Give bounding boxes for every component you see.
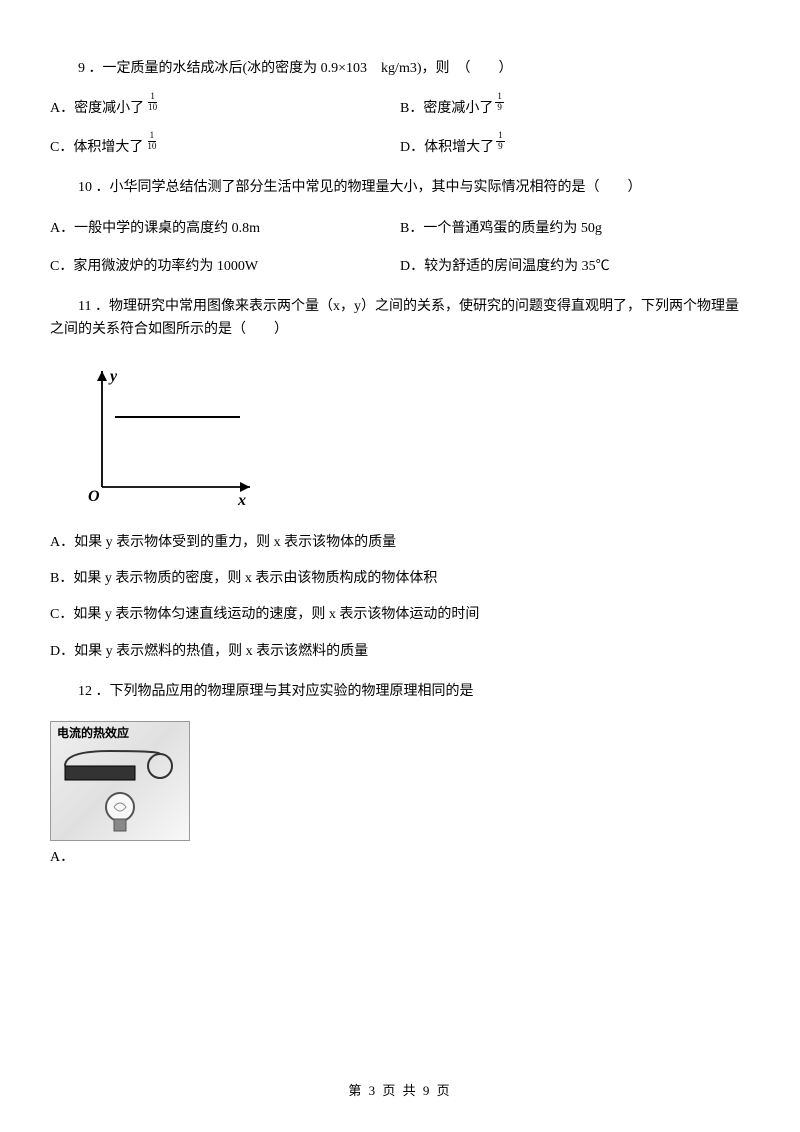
- q12-image-a: 电流的热效应 A．: [50, 721, 750, 869]
- q10-stem: 10 ．小华同学总结估测了部分生活中常见的物理量大小，其中与实际情况相符的是（ …: [50, 177, 750, 199]
- q10-option-d: D．较为舒适的房间温度约为 35℃: [400, 256, 750, 278]
- q11-option-b: B．如果 y 表示物质的密度，则 x 表示由该物质构成的物体体积: [50, 568, 750, 590]
- q11-stem: 11 ．物理研究中常用图像来表示两个量（x，y）之间的关系，使研究的问题变得直观…: [50, 296, 750, 341]
- q9-d-text: D．体积增大了: [400, 137, 494, 159]
- q11-graph: y x O: [70, 359, 750, 517]
- q9-option-c: C．体积增大了 1 10: [50, 137, 400, 159]
- q11-option-c: C．如果 y 表示物体匀速直线运动的速度，则 x 表示该物体运动的时间: [50, 604, 750, 626]
- fraction-den: 9: [495, 103, 504, 113]
- q9-b-text: B．密度减小了: [400, 98, 493, 120]
- graph-svg: y x O: [70, 359, 260, 509]
- fraction-den: 9: [496, 142, 505, 152]
- svg-text:O: O: [88, 488, 100, 505]
- fraction-den: 10: [146, 103, 159, 113]
- bulb-icon: [100, 789, 140, 839]
- q9-a-text: A．密度减小了: [50, 98, 144, 120]
- q10-row-ab: A．一般中学的课桌的高度约 0.8m B．一个普通鸡蛋的质量约为 50g: [50, 218, 750, 240]
- q9-c-fraction: 1 10: [145, 131, 158, 152]
- q9-c-text: C．体积增大了: [50, 137, 143, 159]
- q10-option-c: C．家用微波炉的功率约为 1000W: [50, 256, 400, 278]
- circuit-icon: [60, 746, 180, 786]
- image-caption: 电流的热效应: [51, 724, 129, 743]
- q10-option-a: A．一般中学的课桌的高度约 0.8m: [50, 218, 400, 240]
- experiment-image: 电流的热效应: [50, 721, 190, 841]
- page-footer: 第 3 页 共 9 页: [0, 1081, 800, 1102]
- q9-option-d: D．体积增大了 1 9: [400, 137, 750, 159]
- q9-option-b: B．密度减小了 1 9: [400, 98, 750, 120]
- q9-row-cd: C．体积增大了 1 10 D．体积增大了 1 9: [50, 137, 750, 159]
- svg-text:x: x: [237, 492, 246, 509]
- svg-text:y: y: [108, 368, 118, 385]
- q10-row-cd: C．家用微波炉的功率约为 1000W D．较为舒适的房间温度约为 35℃: [50, 256, 750, 278]
- q9-stem: 9 ．一定质量的水结成冰后(冰的密度为 0.9×103 kg/m3)，则 （ ）: [50, 58, 750, 80]
- q11-option-d: D．如果 y 表示燃料的热值，则 x 表示该燃料的质量: [50, 641, 750, 663]
- q12-a-label: A．: [50, 847, 74, 869]
- q9-a-fraction: 1 10: [146, 92, 159, 113]
- q9-row-ab: A．密度减小了 1 10 B．密度减小了 1 9: [50, 98, 750, 120]
- q9-b-fraction: 1 9: [495, 92, 504, 113]
- q9-d-fraction: 1 9: [496, 131, 505, 152]
- q12-option-a: A．: [50, 847, 750, 869]
- q12-stem: 12 ．下列物品应用的物理原理与其对应实验的物理原理相同的是: [50, 681, 750, 703]
- q10-option-b: B．一个普通鸡蛋的质量约为 50g: [400, 218, 750, 240]
- q11-option-a: A．如果 y 表示物体受到的重力，则 x 表示该物体的质量: [50, 532, 750, 554]
- fraction-den: 10: [145, 142, 158, 152]
- q9-option-a: A．密度减小了 1 10: [50, 98, 400, 120]
